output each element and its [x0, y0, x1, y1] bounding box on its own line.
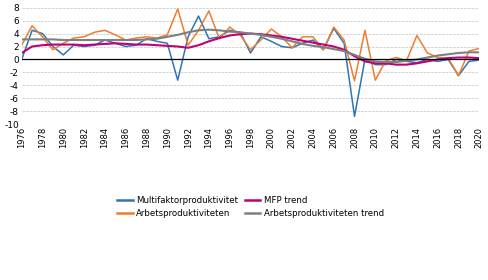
- Legend: Multifaktorproduktivitet, Arbetsproduktiviteten, MFP trend, Arbetsproduktivitete: Multifaktorproduktivitet, Arbetsprodukti…: [117, 196, 384, 218]
